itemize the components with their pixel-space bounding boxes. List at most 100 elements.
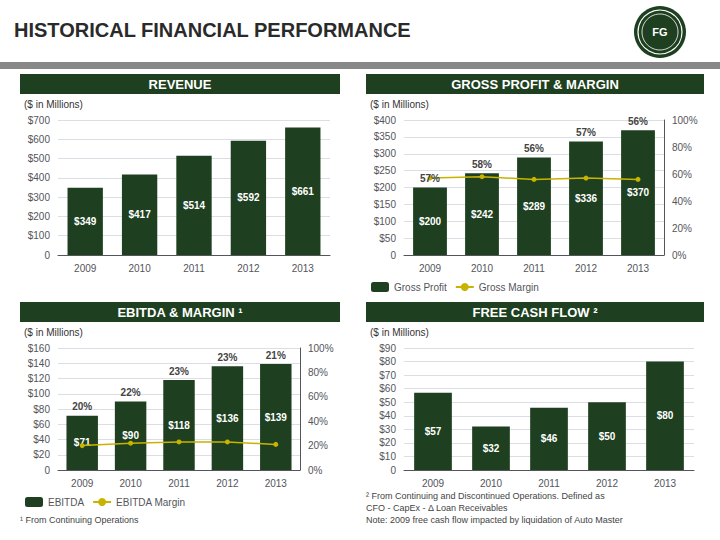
svg-text:$46: $46 <box>541 433 558 444</box>
svg-text:EBITDA: EBITDA <box>48 497 84 508</box>
svg-text:2011: 2011 <box>538 478 560 489</box>
svg-text:80%: 80% <box>672 142 692 153</box>
svg-text:$136: $136 <box>216 413 239 424</box>
svg-text:23%: 23% <box>169 366 189 377</box>
svg-text:REVENUE: REVENUE <box>149 77 212 92</box>
svg-text:$289: $289 <box>523 201 546 212</box>
svg-text:FREE CASH FLOW ²: FREE CASH FLOW ² <box>473 305 599 320</box>
svg-text:0: 0 <box>44 465 50 476</box>
svg-text:HISTORICAL FINANCIAL PERFORMAN: HISTORICAL FINANCIAL PERFORMANCE <box>14 19 411 41</box>
svg-text:Gross Margin: Gross Margin <box>479 282 539 293</box>
svg-text:2011: 2011 <box>168 478 190 489</box>
svg-text:Gross Profit: Gross Profit <box>394 282 447 293</box>
svg-text:2009: 2009 <box>74 263 97 274</box>
svg-text:$50: $50 <box>599 431 616 442</box>
svg-text:2010: 2010 <box>128 263 151 274</box>
svg-text:20%: 20% <box>672 223 692 234</box>
svg-text:$417: $417 <box>128 209 151 220</box>
svg-text:$160: $160 <box>28 343 51 354</box>
svg-text:EBITDA & MARGIN ¹: EBITDA & MARGIN ¹ <box>117 305 242 320</box>
svg-text:$60: $60 <box>33 419 50 430</box>
svg-text:2012: 2012 <box>596 478 619 489</box>
svg-text:$70: $70 <box>379 370 396 381</box>
svg-text:$200: $200 <box>28 211 51 222</box>
svg-text:$140: $140 <box>28 358 51 369</box>
svg-text:$90: $90 <box>122 430 139 441</box>
svg-text:$10: $10 <box>379 451 396 462</box>
svg-text:$90: $90 <box>379 343 396 354</box>
svg-text:$40: $40 <box>379 410 396 421</box>
svg-text:$350: $350 <box>374 131 397 142</box>
svg-text:22%: 22% <box>121 387 141 398</box>
svg-text:$80: $80 <box>33 404 50 415</box>
svg-text:$100: $100 <box>28 388 51 399</box>
svg-text:$60: $60 <box>379 383 396 394</box>
svg-text:CFO - CapEx - Δ Loan Receivabl: CFO - CapEx - Δ Loan Receivables <box>366 503 508 513</box>
svg-text:2012: 2012 <box>216 478 239 489</box>
svg-text:0%: 0% <box>672 250 687 261</box>
svg-text:¹ From Continuing Operations: ¹ From Continuing Operations <box>20 515 139 525</box>
svg-text:$242: $242 <box>471 209 494 220</box>
svg-text:23%: 23% <box>217 352 237 363</box>
svg-text:20%: 20% <box>72 401 92 412</box>
svg-text:0: 0 <box>390 465 396 476</box>
svg-text:$500: $500 <box>28 153 51 164</box>
svg-text:$20: $20 <box>33 449 50 460</box>
svg-text:$592: $592 <box>237 192 260 203</box>
svg-text:2010: 2010 <box>471 263 494 274</box>
svg-text:$20: $20 <box>379 437 396 448</box>
svg-text:100%: 100% <box>672 115 698 126</box>
svg-text:80%: 80% <box>308 367 328 378</box>
svg-text:$71: $71 <box>74 437 91 448</box>
svg-text:$200: $200 <box>419 216 442 227</box>
svg-text:($ in Millions): ($ in Millions) <box>370 327 429 338</box>
svg-text:² From Continuing and Disconti: ² From Continuing and Discontinued Opera… <box>366 491 605 501</box>
svg-text:$118: $118 <box>168 420 190 431</box>
svg-text:$336: $336 <box>575 193 598 204</box>
svg-text:2012: 2012 <box>575 263 598 274</box>
svg-text:$50: $50 <box>379 233 396 244</box>
svg-text:40%: 40% <box>308 416 328 427</box>
svg-text:2009: 2009 <box>71 478 94 489</box>
svg-text:21%: 21% <box>266 350 286 361</box>
svg-text:($ in Millions): ($ in Millions) <box>370 99 429 110</box>
svg-text:FG: FG <box>652 26 667 38</box>
svg-text:2009: 2009 <box>422 478 445 489</box>
svg-text:2010: 2010 <box>480 478 503 489</box>
svg-text:$300: $300 <box>28 192 51 203</box>
svg-text:$100: $100 <box>28 230 51 241</box>
svg-text:0: 0 <box>44 250 50 261</box>
svg-text:20%: 20% <box>308 440 328 451</box>
svg-text:2011: 2011 <box>183 263 205 274</box>
svg-text:56%: 56% <box>628 116 648 127</box>
svg-text:$57: $57 <box>425 426 442 437</box>
svg-text:2013: 2013 <box>265 478 288 489</box>
svg-text:$400: $400 <box>28 172 51 183</box>
svg-text:$139: $139 <box>265 412 288 423</box>
svg-text:60%: 60% <box>672 169 692 180</box>
svg-text:$30: $30 <box>379 424 396 435</box>
svg-text:$400: $400 <box>374 115 397 126</box>
svg-text:EBITDA Margin: EBITDA Margin <box>116 497 185 508</box>
svg-text:57%: 57% <box>576 127 596 138</box>
svg-text:$514: $514 <box>183 200 206 211</box>
svg-text:2009: 2009 <box>419 263 442 274</box>
svg-text:2012: 2012 <box>237 263 260 274</box>
svg-text:$100: $100 <box>374 216 397 227</box>
svg-text:2013: 2013 <box>627 263 650 274</box>
svg-text:56%: 56% <box>524 143 544 154</box>
svg-text:$700: $700 <box>28 115 51 126</box>
svg-text:58%: 58% <box>472 159 492 170</box>
svg-text:2013: 2013 <box>654 478 677 489</box>
svg-text:$300: $300 <box>374 148 397 159</box>
svg-text:0%: 0% <box>308 465 323 476</box>
svg-text:$80: $80 <box>379 356 396 367</box>
svg-text:Note: 2009 free cash flow impa: Note: 2009 free cash flow impacted by li… <box>366 515 623 525</box>
svg-text:$200: $200 <box>374 182 397 193</box>
svg-text:$50: $50 <box>379 397 396 408</box>
svg-text:0: 0 <box>390 250 396 261</box>
svg-text:$40: $40 <box>33 434 50 445</box>
svg-text:40%: 40% <box>672 196 692 207</box>
svg-text:57%: 57% <box>420 173 440 184</box>
svg-text:$349: $349 <box>74 216 97 227</box>
